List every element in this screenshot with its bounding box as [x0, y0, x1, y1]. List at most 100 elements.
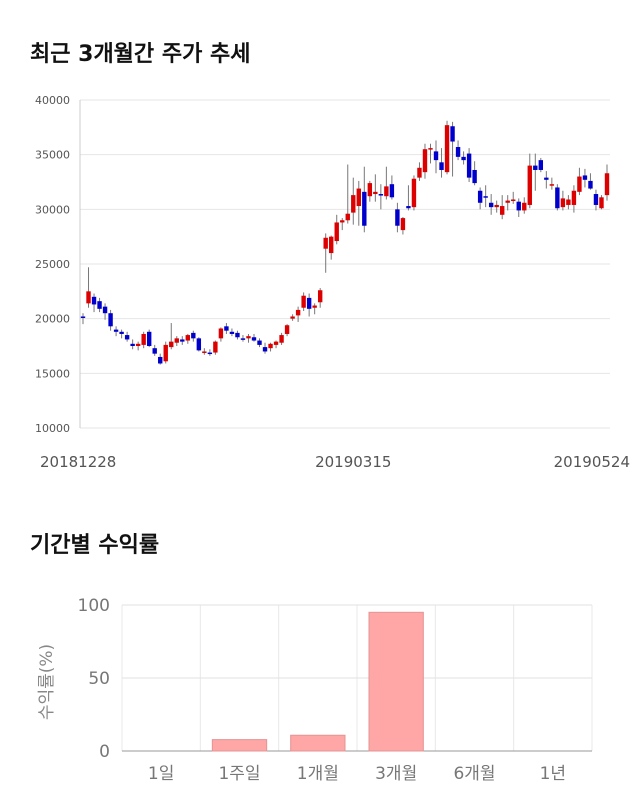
candle-body [174, 338, 179, 343]
candle-body [582, 175, 588, 180]
candle-body [329, 236, 334, 254]
candle-body [86, 291, 91, 304]
candle-body [417, 167, 422, 178]
returns-chart-title: 기간별 수익률 [30, 533, 160, 558]
x-category-label: 3개월 [375, 764, 417, 784]
y-tick-label: 35000 [35, 149, 70, 162]
candle-body [80, 316, 86, 318]
candle-body [588, 180, 593, 189]
x-tick-label: 20190524 [554, 453, 630, 471]
y-tick-label: 15000 [35, 367, 70, 380]
candle-body [604, 173, 610, 196]
candle-body [301, 295, 306, 308]
candle-body [444, 125, 450, 173]
y-tick-label: 100 [78, 596, 110, 616]
candle-body [477, 190, 483, 203]
candle-body [229, 331, 235, 334]
candle-body [483, 196, 488, 198]
candle-body [555, 187, 560, 209]
y-tick-label: 20000 [35, 313, 70, 326]
candle-body [284, 325, 290, 334]
candle-body [146, 331, 152, 346]
price-candlestick-chart: 10000 15000 20000 25000 30000 35000 40000 20181… [35, 94, 630, 471]
candle-body [202, 351, 207, 353]
candle-body [599, 197, 604, 209]
price-chart-title: 최근 3개월간 주가 추세 [30, 42, 251, 67]
candle-body [351, 195, 356, 213]
x-category-label: 6개월 [453, 764, 495, 784]
candle-body [494, 204, 499, 208]
return-bar [211, 739, 268, 752]
candle-body [395, 209, 400, 226]
candle-body [488, 202, 494, 208]
candle-body [268, 343, 273, 349]
candle-body [91, 296, 97, 305]
candle-body [163, 344, 168, 362]
candle-body [345, 213, 350, 221]
candle-body [141, 333, 146, 345]
y-tick-label: 25000 [35, 258, 70, 271]
candle-body [119, 331, 124, 334]
x-category-label: 1일 [148, 764, 174, 784]
candle-body [317, 290, 323, 303]
y-tick-label: 0 [99, 742, 110, 762]
candle-body [135, 343, 141, 346]
candle-body [273, 341, 279, 345]
candle-body [180, 339, 185, 342]
y-tick-label: 40000 [35, 94, 70, 107]
candle-body [538, 160, 544, 170]
candle-body [340, 220, 345, 223]
candle-body [439, 162, 444, 170]
candle-body [500, 206, 505, 215]
candle-body [571, 190, 577, 205]
candle-body [191, 332, 196, 339]
candle-body [373, 191, 378, 195]
candle-body [97, 301, 102, 309]
candle-body [566, 199, 571, 205]
candle-body [472, 169, 477, 184]
candle-body [428, 148, 433, 150]
candle-body [224, 326, 229, 331]
candle-body [450, 126, 455, 142]
candle-body [196, 338, 202, 351]
candle-body [389, 184, 395, 198]
y-tick-label: 30000 [35, 203, 70, 216]
candle-body [461, 156, 466, 161]
y-tick-label: 10000 [35, 422, 70, 435]
x-category-label: 1개월 [297, 764, 339, 784]
candle-body [411, 178, 417, 208]
candle-body [218, 328, 224, 339]
candle-body [279, 335, 284, 343]
candle-body [124, 335, 130, 340]
candle-body [522, 202, 527, 211]
y-tick-label: 50 [88, 669, 110, 689]
candle-body [433, 151, 439, 161]
candle-body [240, 338, 246, 340]
candle-body [113, 329, 119, 332]
candle-body [560, 198, 566, 208]
candle-body [102, 306, 108, 314]
return-bar [290, 734, 346, 752]
candle-body [185, 335, 190, 341]
candle-body [593, 194, 599, 205]
x-tick-label: 20181228 [40, 453, 116, 471]
candle-body [246, 336, 251, 339]
candle-body [251, 337, 257, 341]
candle-body [378, 194, 384, 196]
y-axis-label: 수익률(%) [37, 644, 57, 720]
candle-body [207, 352, 213, 355]
candle-body [213, 341, 218, 353]
candle-body [400, 218, 406, 231]
candle-body [235, 332, 240, 338]
candle-body [323, 237, 328, 249]
candle-body [406, 206, 411, 209]
candle-body [257, 340, 262, 345]
x-category-label: 1주일 [218, 764, 260, 784]
candle-body [533, 165, 538, 170]
candle-body [466, 153, 472, 178]
candle-body [334, 222, 339, 242]
candle-body [577, 176, 582, 192]
candle-body [516, 201, 521, 211]
candle-body [505, 200, 510, 203]
